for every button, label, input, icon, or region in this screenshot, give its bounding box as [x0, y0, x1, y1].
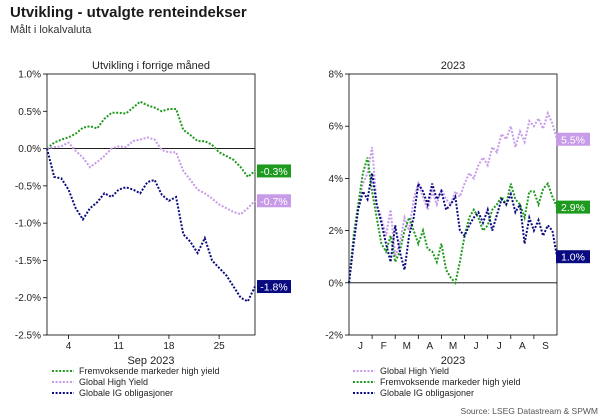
y-tick-label: 0%: [329, 278, 344, 289]
series-line-2: [348, 173, 558, 283]
plot-frame-1: [348, 73, 558, 336]
y-tick-label: 1.0%: [18, 70, 41, 81]
x-tick-label: J: [474, 341, 479, 352]
series-line-1: [348, 157, 558, 285]
series-end-label: 1.0%: [561, 252, 585, 264]
series-line-0: [348, 110, 558, 283]
series-end-label: 2.9%: [561, 202, 585, 214]
legend-entry: Globale IG obligasjoner: [380, 388, 474, 398]
legend-entry: Fremvoksende markeder high yield: [380, 377, 521, 387]
legend-entry: Global High Yield: [380, 366, 449, 376]
y-tick-label: -2.0%: [15, 293, 41, 304]
y-tick-label: 4%: [329, 174, 344, 185]
x-tick-label: A: [519, 341, 526, 352]
x-tick-label: 4: [66, 341, 72, 352]
panel-title-0: Utvikling i forrige måned: [92, 60, 210, 72]
series-end-label-box: [257, 280, 291, 294]
legend-entry: Globale IG obligasjoner: [79, 388, 173, 398]
y-tick-label: -2%: [325, 331, 343, 342]
y-tick-label: 8%: [329, 70, 344, 81]
y-tick-label: -1.0%: [15, 219, 41, 230]
series-end-label-box: [257, 164, 291, 178]
y-tick-label: 6%: [329, 122, 344, 133]
x-tick-label: 11: [114, 341, 125, 352]
x-tick-label: J: [497, 341, 502, 352]
series-end-label-box: [556, 200, 590, 214]
legend-entry: Global High Yield: [79, 377, 148, 387]
y-tick-label: 0.5%: [18, 107, 41, 118]
series-end-label: -0.3%: [260, 166, 287, 178]
x-tick-label: M: [449, 341, 457, 352]
x-tick-label: M: [403, 341, 411, 352]
series-line-0: [46, 100, 256, 179]
series-end-label-box: [556, 132, 590, 146]
page-title: Utvikling - utvalgte renteindekser: [10, 4, 247, 21]
x-tick-label: S: [542, 341, 549, 352]
x-tick-label: F: [381, 341, 387, 352]
series-end-label: -1.8%: [260, 282, 287, 294]
y-tick-label: -0.5%: [15, 181, 41, 192]
series-line-2: [46, 148, 256, 303]
x-axis-label-0: Sep 2023: [127, 355, 174, 367]
series-end-label: -0.7%: [260, 196, 287, 208]
plot-frame-0: [46, 73, 256, 336]
y-tick-label: 2%: [329, 226, 344, 237]
x-tick-label: J: [358, 341, 363, 352]
series-end-label-box: [556, 250, 590, 264]
series-end-label: 5.5%: [561, 134, 585, 146]
y-tick-label: -2.5%: [15, 331, 41, 342]
y-tick-label: -1.5%: [15, 256, 41, 267]
x-tick-label: A: [427, 341, 434, 352]
y-tick-label: 0.0%: [18, 144, 41, 155]
page-subtitle: Målt i lokalvaluta: [10, 24, 92, 36]
source-note: Source: LSEG Datastream & SPWM: [460, 406, 598, 416]
x-tick-label: 25: [214, 341, 226, 352]
x-axis-label-1: 2023: [441, 355, 465, 367]
series-line-1: [46, 136, 256, 216]
x-tick-label: 18: [163, 341, 175, 352]
panel-title-1: 2023: [441, 60, 465, 72]
legend-entry: Fremvoksende markeder high yield: [79, 366, 220, 376]
series-end-label-box: [257, 194, 291, 208]
